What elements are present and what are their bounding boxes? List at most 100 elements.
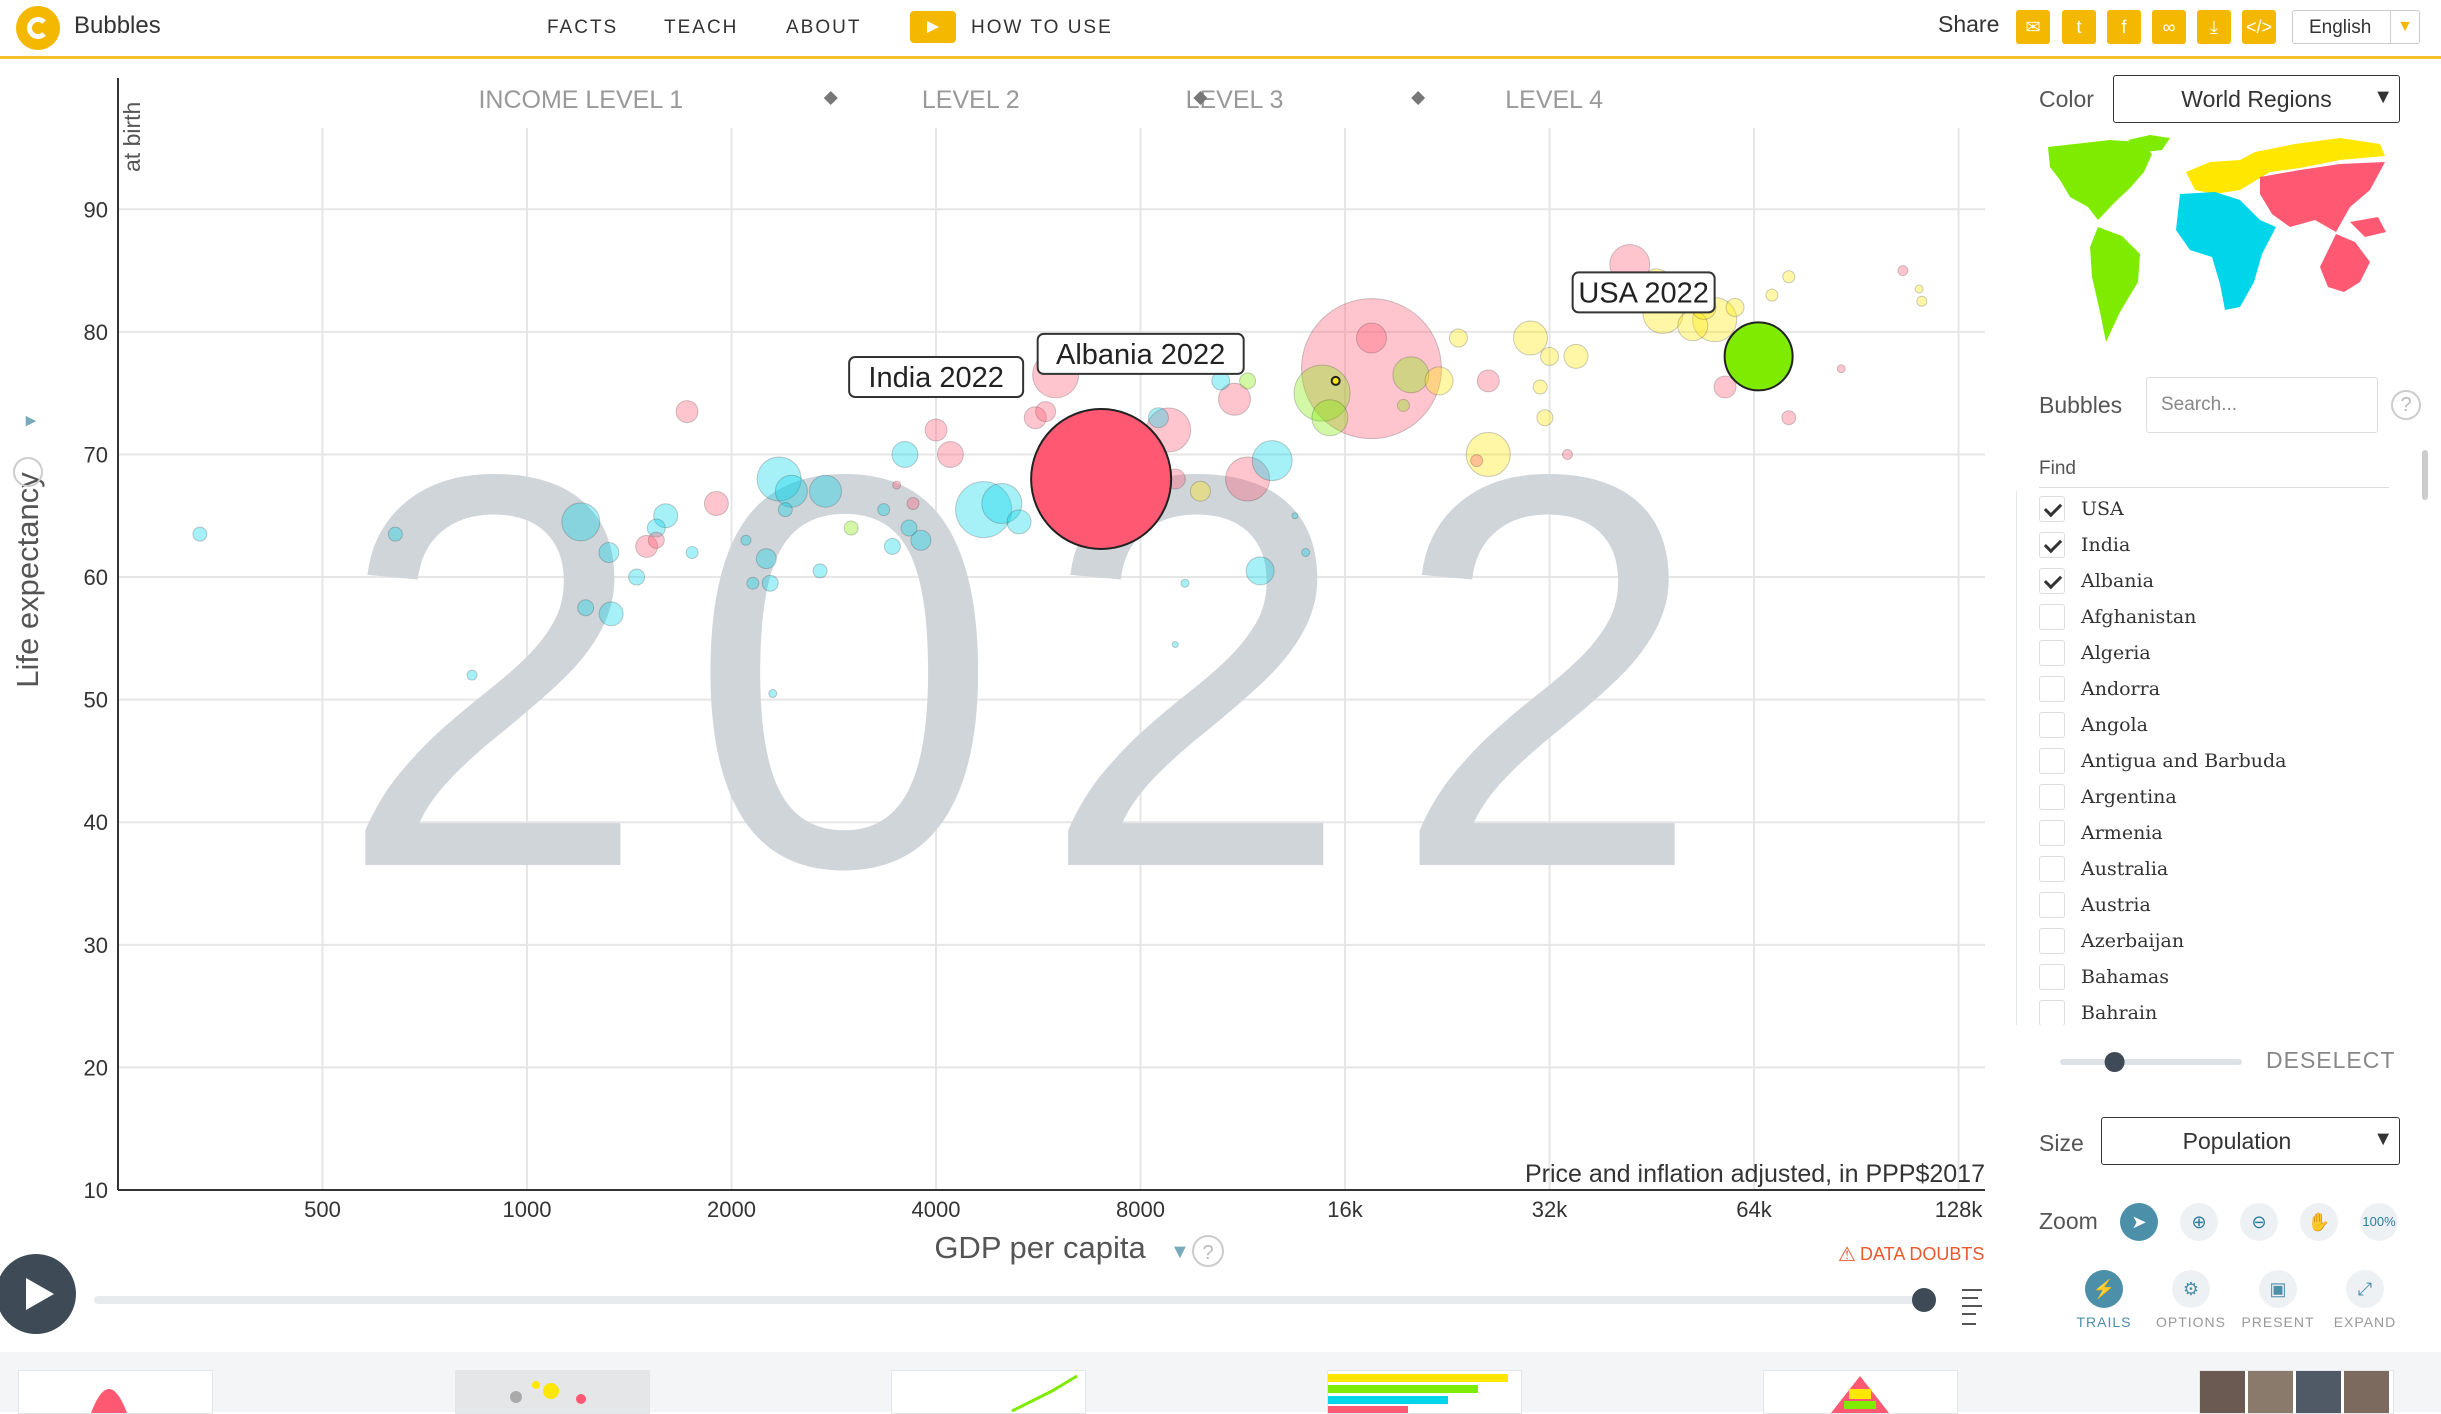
email-icon[interactable]: ✉	[2016, 10, 2050, 44]
country-checkbox[interactable]	[2039, 712, 2065, 738]
data-doubts-link[interactable]: ⚠ DATA DOUBTS	[1838, 1244, 1984, 1266]
country-item[interactable]: Afghanistan	[2039, 599, 2399, 635]
country-item[interactable]: Bahamas	[2039, 959, 2399, 995]
tool-trails-button[interactable]: ⚡ TRAILS	[2064, 1270, 2144, 1330]
bubble	[740, 534, 752, 546]
country-checkbox[interactable]	[2039, 856, 2065, 882]
country-item[interactable]: Austria	[2039, 887, 2399, 923]
country-checkbox[interactable]	[2039, 604, 2065, 630]
opacity-slider-handle[interactable]	[2104, 1052, 2125, 1072]
tool-thumbnail-mountains[interactable]	[18, 1370, 213, 1414]
opacity-slider-track[interactable]	[2060, 1059, 2242, 1065]
country-checkbox[interactable]	[2039, 676, 2065, 702]
tool-expand-button[interactable]: ⤢ EXPAND	[2325, 1270, 2405, 1330]
zoom-reset-icon[interactable]: 100%	[2360, 1203, 2398, 1241]
how-to-use-play-icon[interactable]	[910, 11, 956, 43]
color-select[interactable]: World Regions ▼	[2113, 75, 2400, 123]
x-axis-title[interactable]: GDP per capita ▼ ?	[934, 1230, 1224, 1267]
tool-thumbnail-maps[interactable]	[455, 1370, 650, 1414]
map-asia[interactable]	[2260, 162, 2385, 232]
nav-how-to-use[interactable]: HOW TO USE	[971, 17, 1113, 38]
map-africa[interactable]	[2176, 192, 2276, 310]
country-item[interactable]: USA	[2039, 491, 2399, 527]
map-islands[interactable]	[2350, 217, 2386, 237]
country-checkbox[interactable]	[2039, 748, 2065, 774]
tool-thumbnail-population[interactable]	[1763, 1370, 1958, 1414]
country-checkbox[interactable]	[2039, 640, 2065, 666]
embed-icon[interactable]: </>	[2242, 10, 2276, 44]
x-axis-dropdown-icon[interactable]: ▼	[1170, 1241, 1190, 1263]
map-americas-north[interactable]	[2048, 140, 2152, 220]
zoom-in-icon[interactable]: ⊕	[2180, 1203, 2218, 1241]
country-item[interactable]: Azerbaijan	[2039, 923, 2399, 959]
tool-present-button[interactable]: ▣ PRESENT	[2238, 1270, 2318, 1330]
map-oceania[interactable]	[2320, 234, 2370, 292]
nav-about[interactable]: ABOUT	[786, 17, 862, 38]
country-item[interactable]: Armenia	[2039, 815, 2399, 851]
link-icon[interactable]: ∞	[2152, 10, 2186, 44]
help-icon[interactable]: ?	[2391, 390, 2421, 420]
country-checkbox[interactable]	[2039, 928, 2065, 954]
y-axis-help-icon[interactable]	[13, 457, 43, 487]
tool-thumbnail-dollar-street[interactable]	[2199, 1370, 2394, 1414]
y-axis-label[interactable]: Life expectancy	[10, 472, 45, 688]
timeline-handle[interactable]	[1912, 1288, 1936, 1312]
map-greenland[interactable]	[2128, 135, 2170, 152]
bubble	[768, 689, 778, 699]
opacity-slider[interactable]	[2056, 1050, 2246, 1074]
y-axis-dropdown-icon[interactable]: ▼	[20, 412, 40, 430]
country-list[interactable]: USA India Albania Afghanistan Algeria Andorra…	[2016, 491, 2407, 1025]
search-input[interactable]	[2146, 377, 2378, 433]
twitter-icon[interactable]: t	[2062, 10, 2096, 44]
facebook-icon[interactable]: f	[2107, 10, 2141, 44]
country-item[interactable]: India	[2039, 527, 2399, 563]
country-item[interactable]: Angola	[2039, 707, 2399, 743]
country-checkbox[interactable]	[2039, 532, 2065, 558]
tool-thumbnail-linechart[interactable]	[891, 1370, 1086, 1414]
bubble	[675, 400, 699, 424]
x-axis-help-icon[interactable]	[1192, 1235, 1224, 1267]
bubble-label-box	[1571, 271, 1716, 314]
map-americas-south[interactable]	[2090, 227, 2140, 342]
country-item[interactable]: Antigua and Barbuda	[2039, 743, 2399, 779]
timeline-track[interactable]	[94, 1296, 1924, 1304]
country-checkbox[interactable]	[2039, 820, 2065, 846]
download-icon[interactable]: ⤓	[2197, 10, 2231, 44]
divider	[2039, 487, 2389, 488]
gapminder-logo-icon[interactable]	[16, 6, 60, 50]
pointer-icon[interactable]: ➤	[2120, 1203, 2158, 1241]
nav-teach[interactable]: TEACH	[664, 17, 739, 38]
country-item[interactable]: Bahrain	[2039, 995, 2399, 1025]
country-item[interactable]: Albania	[2039, 563, 2399, 599]
map-europe[interactable]	[2186, 138, 2385, 194]
world-regions-map[interactable]	[2040, 132, 2390, 352]
bubble	[1396, 398, 1410, 412]
hand-icon[interactable]: ✋	[2300, 1203, 2338, 1241]
country-checkbox[interactable]	[2039, 784, 2065, 810]
country-item[interactable]: Algeria	[2039, 635, 2399, 671]
speed-icon[interactable]	[1962, 1287, 1984, 1327]
country-checkbox[interactable]	[2039, 892, 2065, 918]
country-checkbox[interactable]	[2039, 964, 2065, 990]
size-select[interactable]: Population ▼	[2101, 1117, 2400, 1165]
nav-facts[interactable]: FACTS	[547, 17, 619, 38]
country-item[interactable]: Australia	[2039, 851, 2399, 887]
country-item[interactable]: Argentina	[2039, 779, 2399, 815]
tool-thumbnail-barrank[interactable]	[1327, 1370, 1522, 1414]
bubble	[1355, 322, 1387, 354]
country-checkbox[interactable]	[2039, 1000, 2065, 1025]
tool-options-button[interactable]: ⚙ OPTIONS	[2151, 1270, 2231, 1330]
x-axis-label[interactable]: GDP per capita	[934, 1230, 1146, 1265]
country-checkbox[interactable]	[2039, 496, 2065, 522]
country-checkbox[interactable]	[2039, 568, 2065, 594]
y-axis-title[interactable]: Life expectancy ▼	[10, 412, 45, 688]
data-doubts-label[interactable]: DATA DOUBTS	[1860, 1244, 1984, 1264]
list-scrollbar[interactable]	[2422, 450, 2428, 500]
zoom-out-icon[interactable]: ⊖	[2240, 1203, 2278, 1241]
play-button[interactable]	[0, 1254, 76, 1334]
bubble-chart[interactable]: 2022 INCOME LEVEL 1 LEVEL 2 LEVEL 3 LEVEL 4…	[0, 60, 2000, 1350]
deselect-button[interactable]: DESELECT	[2266, 1047, 2396, 1073]
selected-bubbles[interactable]: India 2022 Albania 2022 USA 2022	[848, 271, 1794, 550]
country-item[interactable]: Andorra	[2039, 671, 2399, 707]
language-select[interactable]: English ▼	[2292, 10, 2420, 44]
